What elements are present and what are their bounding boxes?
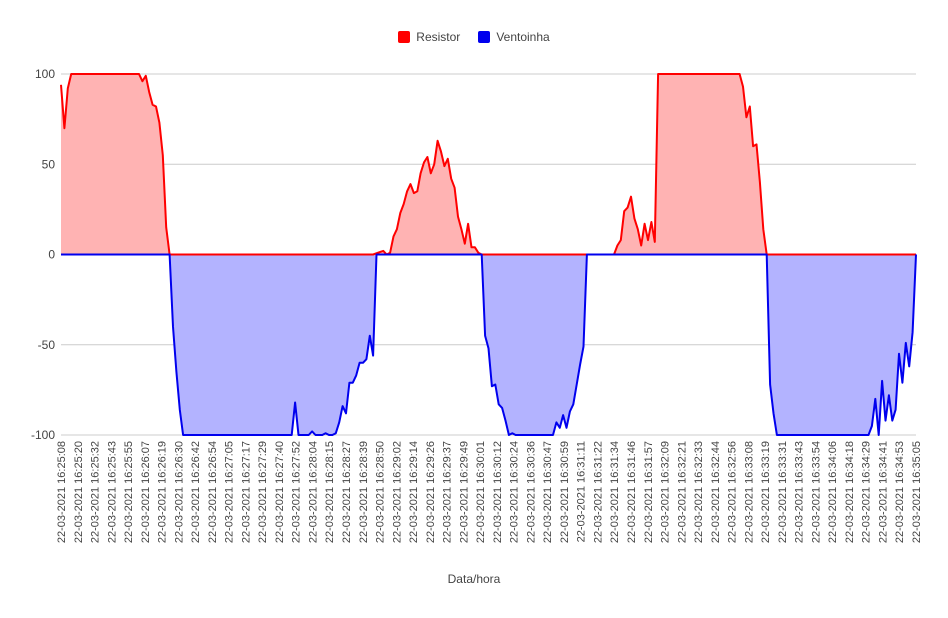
x-tick-label: 22-03-2021 16:29:14 — [408, 441, 420, 543]
x-tick-label: 22-03-2021 16:32:09 — [660, 441, 672, 543]
x-tick-label: 22-03-2021 16:32:56 — [727, 441, 739, 543]
x-tick-label: 22-03-2021 16:28:50 — [375, 441, 387, 543]
x-tick-label: 22-03-2021 16:27:05 — [224, 441, 236, 543]
legend-swatch-ventoinha — [478, 31, 491, 43]
x-tick-label: 22-03-2021 16:26:07 — [140, 441, 152, 543]
x-tick-label: 22-03-2021 16:25:20 — [73, 441, 85, 543]
x-tick-label: 22-03-2021 16:34:41 — [878, 441, 890, 543]
x-tick-label: 22-03-2021 16:30:47 — [542, 441, 554, 543]
legend-item-ventoinha[interactable]: Ventoinha — [478, 30, 550, 44]
x-tick-label: 22-03-2021 16:33:19 — [760, 441, 772, 543]
series-line-resistor[interactable] — [60, 73, 916, 256]
x-tick-label: 22-03-2021 16:26:30 — [173, 441, 185, 543]
x-tick-label: 22-03-2021 16:28:04 — [308, 441, 320, 543]
x-tick-label: 22-03-2021 16:35:05 — [911, 441, 923, 543]
x-tick-label: 22-03-2021 16:33:31 — [777, 441, 789, 543]
x-tick-label: 22-03-2021 16:33:08 — [743, 441, 755, 543]
x-tick-label: 22-03-2021 16:30:12 — [492, 441, 504, 543]
x-tick-label: 22-03-2021 16:31:57 — [643, 441, 655, 543]
x-tick-label: 22-03-2021 16:34:18 — [844, 441, 856, 543]
x-tick-label: 22-03-2021 16:25:55 — [123, 441, 135, 543]
x-tick-label: 22-03-2021 16:31:11 — [576, 441, 588, 542]
x-tick-label: 22-03-2021 16:34:29 — [861, 441, 873, 543]
legend: Resistor Ventoinha — [0, 30, 948, 44]
y-tick-label: 0 — [48, 248, 55, 262]
x-tick-label: 22-03-2021 16:29:02 — [391, 441, 403, 543]
x-tick-label: 22-03-2021 16:25:43 — [106, 441, 118, 543]
x-tick-label: 22-03-2021 16:28:27 — [341, 441, 353, 543]
x-tick-label: 22-03-2021 16:30:59 — [559, 441, 571, 543]
x-tick-label: 22-03-2021 16:25:32 — [90, 441, 102, 543]
x-tick-label: 22-03-2021 16:31:34 — [609, 441, 621, 543]
x-tick-label: 22-03-2021 16:27:52 — [291, 441, 303, 543]
y-tick-label: 100 — [35, 67, 55, 81]
series-line-ventoinha[interactable] — [61, 253, 917, 436]
x-axis-title: Data/hora — [447, 572, 501, 586]
x-tick-label: 22-03-2021 16:32:44 — [710, 441, 722, 543]
x-tick-label: 22-03-2021 16:26:54 — [207, 441, 219, 543]
x-tick-label: 22-03-2021 16:27:17 — [240, 441, 252, 543]
legend-swatch-resistor — [398, 31, 411, 43]
x-tick-label: 22-03-2021 16:34:06 — [827, 441, 839, 543]
x-tick-label: 22-03-2021 16:27:40 — [274, 441, 286, 543]
x-tick-label: 22-03-2021 16:31:22 — [593, 441, 605, 543]
x-tick-label: 22-03-2021 16:29:26 — [425, 441, 437, 543]
x-tick-labels: 22-03-2021 16:25:08 22-03-2021 16:25:20 22… — [56, 441, 923, 543]
x-tick-label: 22-03-2021 16:31:46 — [626, 441, 638, 543]
x-tick-label: 22-03-2021 16:30:01 — [475, 441, 487, 543]
legend-label-ventoinha: Ventoinha — [496, 30, 550, 44]
x-tick-label: 22-03-2021 16:32:33 — [693, 441, 705, 543]
x-tick-label: 22-03-2021 16:27:29 — [257, 441, 269, 543]
x-tick-label: 22-03-2021 16:26:19 — [157, 441, 169, 543]
x-tick-label: 22-03-2021 16:34:53 — [894, 441, 906, 543]
x-tick-label: 22-03-2021 16:25:08 — [56, 441, 68, 543]
y-tick-label: -100 — [31, 428, 55, 442]
x-tick-label: 22-03-2021 16:30:24 — [509, 441, 521, 543]
x-tick-label: 22-03-2021 16:30:36 — [525, 441, 537, 543]
x-tick-label: 22-03-2021 16:29:37 — [442, 441, 454, 543]
x-tick-label: 22-03-2021 16:33:54 — [810, 441, 822, 543]
y-tick-labels: 100 50 0 -50 -100 — [31, 67, 55, 442]
y-tick-label: 50 — [42, 157, 56, 171]
y-tick-label: -50 — [38, 338, 56, 352]
x-tick-label: 22-03-2021 16:28:15 — [324, 441, 336, 543]
legend-item-resistor[interactable]: Resistor — [398, 30, 460, 44]
area-fill-resistor — [61, 74, 916, 255]
x-tick-label: 22-03-2021 16:33:43 — [794, 441, 806, 543]
x-tick-label: 22-03-2021 16:32:21 — [676, 441, 688, 543]
x-tick-label: 22-03-2021 16:26:42 — [190, 441, 202, 543]
x-tick-label: 22-03-2021 16:29:49 — [458, 441, 470, 543]
legend-label-resistor: Resistor — [416, 30, 461, 44]
x-tick-label: 22-03-2021 16:28:39 — [358, 441, 370, 543]
series-lines — [60, 73, 917, 436]
